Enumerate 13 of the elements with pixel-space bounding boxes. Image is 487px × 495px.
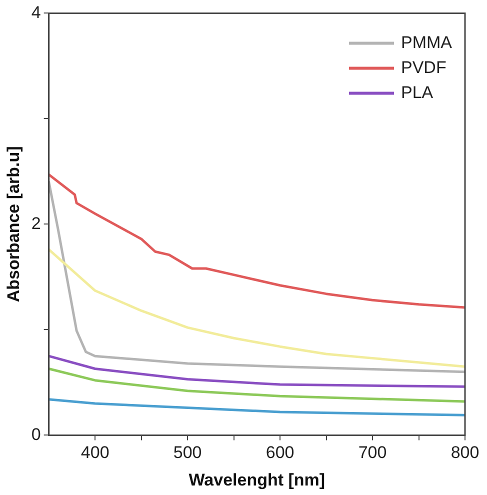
y-tick-label: 4 [31,2,41,22]
legend-label: PVDF [401,58,446,77]
y-tick-label: 0 [31,424,41,444]
x-tick-label: 800 [450,443,480,462]
legend-label: PMMA [401,32,453,52]
y-axis-title: Absorbance [arb.u] [4,146,23,302]
y-tick-label: 2 [31,214,41,233]
x-tick-label: 500 [173,443,202,462]
x-tick-label: 700 [358,443,387,462]
legend-label: PLA [401,82,434,102]
x-tick-label: 400 [80,443,110,462]
x-tick-label: 600 [266,443,294,462]
x-axis-title: Wavelenght [nm] [188,470,326,490]
